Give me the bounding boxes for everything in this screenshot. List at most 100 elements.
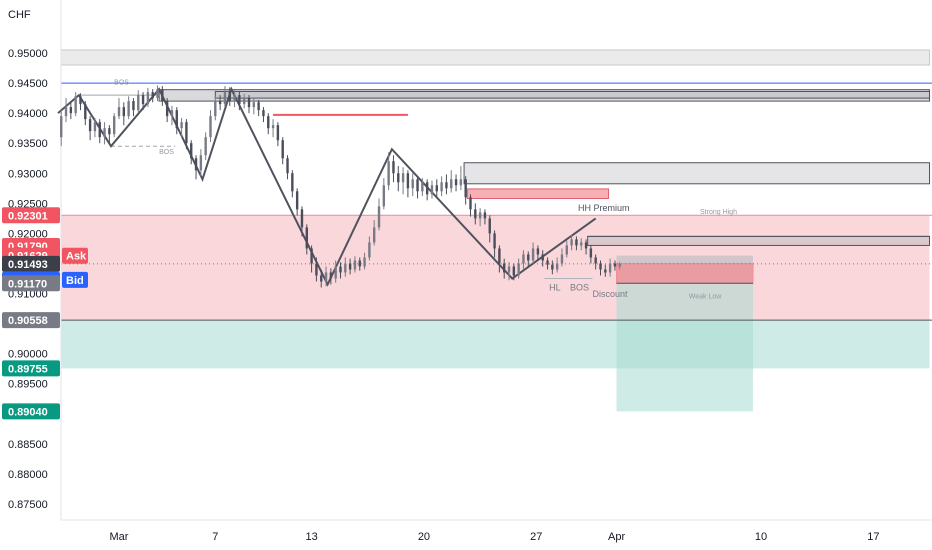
candle xyxy=(401,167,405,195)
candle xyxy=(589,245,593,264)
candle xyxy=(348,258,352,275)
candle-body xyxy=(469,197,472,210)
candle-body xyxy=(190,143,193,159)
side-tag-background xyxy=(62,247,88,264)
candle-body xyxy=(156,89,159,99)
candle xyxy=(440,176,443,197)
time-tick-label: Apr xyxy=(608,531,625,543)
candle-body xyxy=(575,239,578,246)
candle-body xyxy=(618,264,621,267)
candle xyxy=(233,90,236,108)
price-tick-label: 0.91000 xyxy=(8,289,48,301)
candle-body xyxy=(363,257,366,267)
price-tag-background xyxy=(2,255,60,272)
price-tag-background xyxy=(2,207,60,224)
candle xyxy=(79,93,82,111)
candle xyxy=(209,110,212,142)
candle-body xyxy=(315,263,318,276)
candle-body xyxy=(464,179,467,198)
candle xyxy=(503,258,506,279)
candle xyxy=(464,176,467,205)
candle xyxy=(247,95,251,114)
candle-body xyxy=(503,263,506,273)
candle-body xyxy=(165,101,169,117)
candle xyxy=(180,117,183,138)
grey-mid-zone xyxy=(463,162,931,185)
candle-body xyxy=(488,218,491,234)
candle xyxy=(132,98,135,117)
candle-body xyxy=(247,98,251,108)
annotation-label: Strong High xyxy=(700,209,737,216)
candle xyxy=(560,248,564,267)
candles-layer xyxy=(60,85,621,288)
candle xyxy=(382,178,386,210)
candle-body xyxy=(440,182,443,192)
candle xyxy=(416,176,419,199)
candle xyxy=(141,92,145,111)
candle xyxy=(329,268,333,285)
candle xyxy=(185,119,188,150)
candle-body xyxy=(281,140,284,159)
candle-body xyxy=(117,107,121,117)
candle xyxy=(344,257,347,277)
annotation-label: Discount xyxy=(592,289,628,299)
candle xyxy=(565,240,568,258)
grid-layer xyxy=(60,0,932,521)
time-axis[interactable]: Mar 7 13 20 27 Apr 10 17 xyxy=(110,531,880,543)
time-tick-label: 20 xyxy=(418,531,430,543)
candle xyxy=(527,251,530,267)
annotation-label: BOS xyxy=(114,79,129,86)
candle-body xyxy=(493,233,496,249)
candle-body xyxy=(430,185,434,195)
candle-body xyxy=(382,185,386,207)
candle xyxy=(151,89,154,103)
candle-body xyxy=(483,212,487,219)
candle-body xyxy=(474,209,477,219)
candle-body xyxy=(108,128,111,135)
candle xyxy=(271,119,275,138)
annotation-label: Weak Low xyxy=(689,293,722,300)
candle-body xyxy=(421,182,424,192)
candle-body xyxy=(194,158,198,171)
candle xyxy=(320,269,323,288)
candle-body xyxy=(286,158,289,174)
premium-zone xyxy=(61,215,930,321)
candle-body xyxy=(401,173,405,183)
candle xyxy=(108,125,111,144)
candle-body xyxy=(498,248,501,264)
discount-target-box xyxy=(616,283,753,412)
annotation-label: BOS xyxy=(159,149,174,156)
candle xyxy=(421,178,424,197)
candle-body xyxy=(218,101,222,105)
price-tag-green: 0.89755 xyxy=(2,360,60,377)
candle-body xyxy=(397,173,400,183)
candle xyxy=(372,220,376,246)
candle xyxy=(257,99,260,117)
candle-body xyxy=(175,110,178,129)
candle-body xyxy=(60,116,63,138)
candle xyxy=(507,262,511,281)
price-tag-value: 0.89755 xyxy=(8,363,48,375)
candle-body xyxy=(93,122,97,132)
candle-body xyxy=(228,92,231,102)
candle-body xyxy=(608,263,612,273)
candle xyxy=(531,242,535,264)
candle-body xyxy=(594,257,597,264)
candle xyxy=(454,174,458,192)
candle-body xyxy=(454,179,458,186)
price-tick-label: 0.95000 xyxy=(8,48,48,60)
candle xyxy=(339,262,342,279)
candle-body xyxy=(478,212,482,219)
time-tick-label: Mar xyxy=(110,531,129,543)
candle xyxy=(103,122,106,145)
candle xyxy=(517,258,520,279)
candle-body xyxy=(271,125,275,129)
candle-body xyxy=(242,98,246,105)
candle xyxy=(483,209,487,225)
price-tick-label: 0.94000 xyxy=(8,108,48,120)
candle-body xyxy=(565,245,568,255)
candle-body xyxy=(560,254,564,264)
